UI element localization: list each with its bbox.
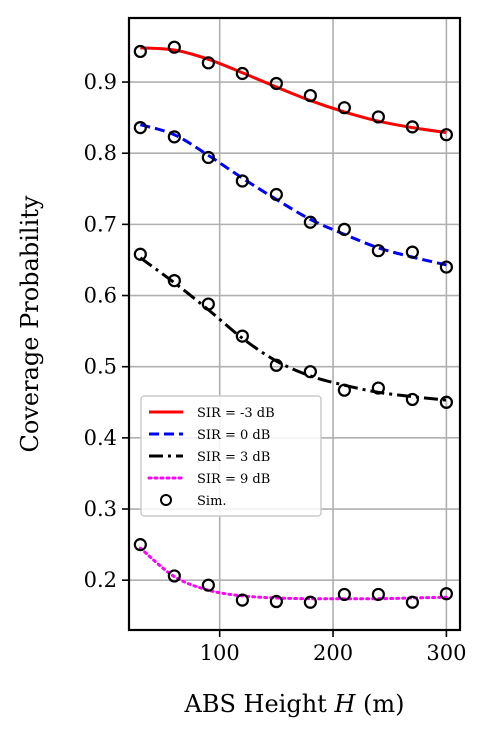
sim-marker [167,130,181,144]
sim-marker [201,297,215,311]
sim-marker [371,587,385,602]
legend-label: SIR = 9 dB [197,472,270,487]
sim-marker [405,245,419,259]
y-tick-label: 0.2 [84,568,117,592]
sim-marker [337,383,351,397]
legend-label: SIR = 0 dB [197,428,270,443]
sim-marker [167,569,181,583]
legend-marker [160,494,172,506]
sim-marker [405,392,419,407]
legend-box [140,395,322,517]
sim-marker [303,215,317,229]
sim-marker [269,187,283,202]
sim-marker [405,120,419,134]
sim-marker [303,88,317,103]
x-tick-label: 300 [426,641,466,665]
sim-marker [269,76,283,91]
sim-marker [167,40,181,54]
y-tick-label: 0.4 [84,426,117,450]
sim-marker [439,260,453,274]
y-axis-label: Coverage Probability [16,195,44,452]
x-axis-label: ABS Height H (m) [183,690,404,718]
sim-marker [269,358,283,372]
x-axis-label-text: ABS Height [183,690,334,718]
sim-marker [405,595,419,609]
sim-marker [133,247,147,261]
y-tick-label: 0.9 [84,70,117,94]
simulation-markers [133,40,453,609]
sim-marker [439,395,453,409]
legend: SIR = -3 dB SIR = 0 dB SIR = 3 dB SIR = 9 d… [140,395,322,517]
sim-marker [303,595,317,609]
sim-marker [269,594,283,609]
sim-marker [235,66,249,81]
x-tick-label: 200 [313,641,353,665]
sim-marker [133,120,147,135]
sim-marker [235,174,249,188]
sim-marker [235,329,249,343]
sim-marker [201,150,215,165]
sim-marker [439,128,453,142]
sim-marker [337,101,351,115]
y-tick-label: 0.5 [84,355,117,379]
sim-marker [133,538,147,552]
axis-ticks: 100 200 300 0.2 0.3 0.4 0.5 0.6 0.7 0.8 0.9 [84,70,467,665]
plot-frame [127,16,462,632]
y-tick-label: 0.7 [84,212,117,236]
legend-label: Sim. [197,494,227,509]
series-line [138,546,448,601]
y-tick-label: 0.6 [84,284,117,308]
sim-marker [371,381,385,395]
sim-marker [303,365,317,379]
series-line [139,256,447,402]
sim-marker [235,593,249,607]
legend-label: SIR = -3 dB [197,406,275,421]
x-axis-label-variable: H [333,690,356,718]
sim-marker [337,222,351,236]
sim-marker [371,110,385,124]
x-axis-label-unit: (m) [355,690,404,718]
x-tick-label: 100 [200,641,240,665]
y-tick-label: 0.3 [84,497,117,521]
sim-marker [337,587,351,602]
sim-marker [167,273,181,288]
series-line [140,46,447,135]
series-lines [138,46,448,601]
sim-marker [201,56,215,70]
sim-marker [201,578,215,592]
grid [129,18,460,630]
sim-marker [439,587,453,601]
y-tick-label: 0.8 [84,141,117,165]
legend-label: SIR = 3 dB [197,450,270,465]
series-line [139,123,447,267]
sim-marker [133,44,147,59]
sim-marker [371,244,385,258]
